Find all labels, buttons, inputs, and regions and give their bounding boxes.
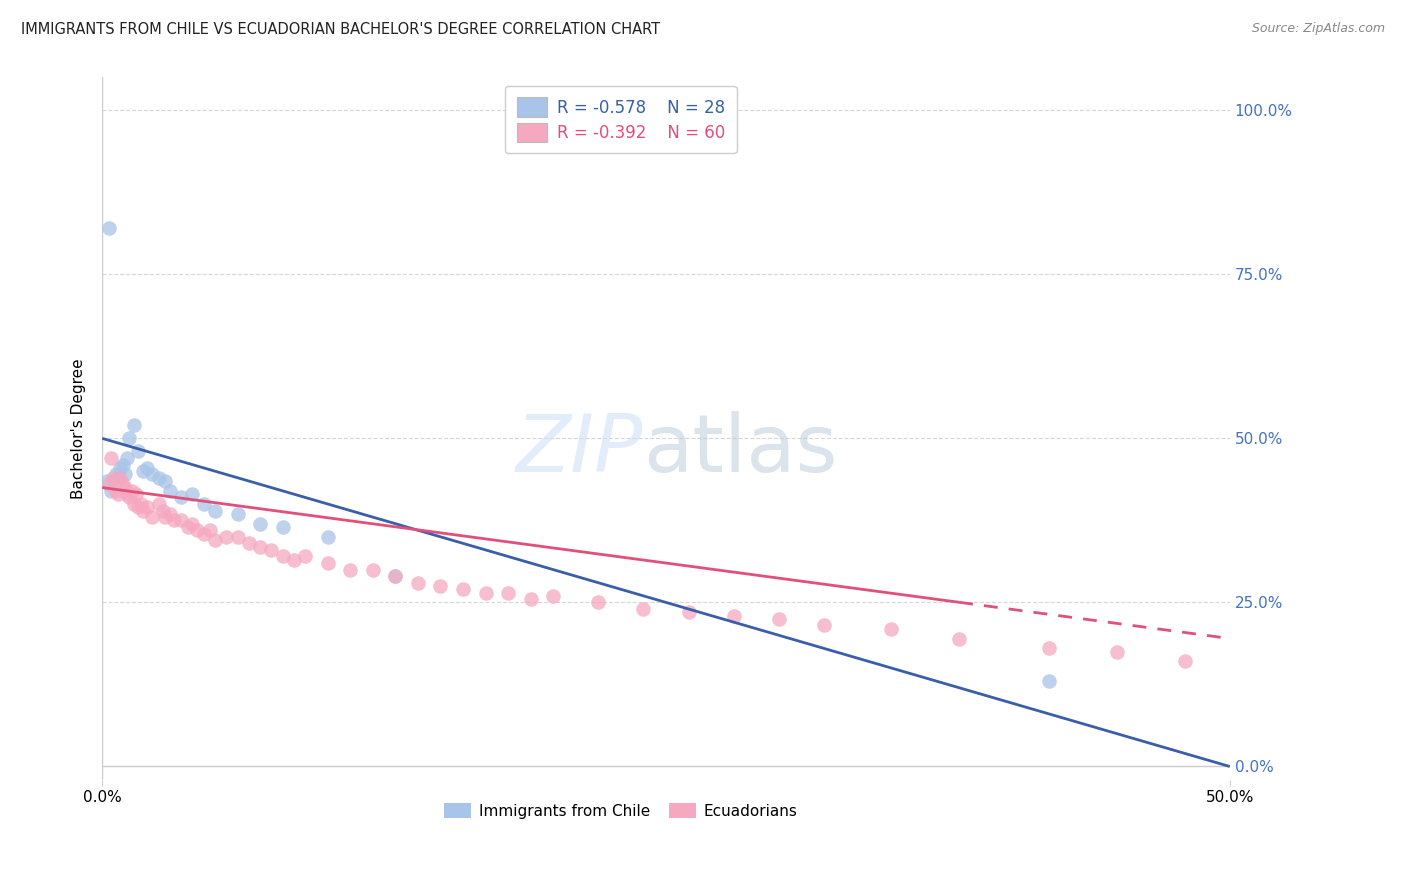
- Point: [111, 458, 134, 472]
- Point: [204, 533, 226, 547]
- Point: [132, 503, 155, 517]
- Point: [159, 483, 181, 498]
- Point: [283, 553, 305, 567]
- Point: [474, 585, 496, 599]
- Point: [271, 549, 294, 564]
- Point: [177, 520, 200, 534]
- Point: [406, 575, 429, 590]
- Point: [181, 487, 204, 501]
- Point: [1038, 674, 1060, 689]
- Point: [118, 431, 141, 445]
- Point: [136, 500, 159, 515]
- Point: [294, 549, 316, 564]
- Text: ZIP: ZIP: [516, 410, 644, 489]
- Point: [813, 618, 835, 632]
- Point: [148, 471, 170, 485]
- Point: [249, 540, 271, 554]
- Point: [723, 608, 745, 623]
- Point: [129, 497, 152, 511]
- Point: [170, 491, 193, 505]
- Point: [215, 530, 238, 544]
- Point: [132, 464, 155, 478]
- Y-axis label: Bachelor's Degree: Bachelor's Degree: [72, 359, 86, 499]
- Point: [122, 418, 145, 433]
- Point: [96, 474, 118, 488]
- Point: [136, 461, 159, 475]
- Point: [125, 487, 148, 501]
- Point: [588, 595, 610, 609]
- Text: atlas: atlas: [644, 410, 838, 489]
- Point: [519, 592, 541, 607]
- Point: [107, 487, 129, 501]
- Point: [110, 461, 132, 475]
- Point: [1105, 645, 1128, 659]
- Point: [100, 451, 122, 466]
- Point: [114, 467, 136, 482]
- Point: [226, 507, 249, 521]
- Point: [148, 497, 170, 511]
- Point: [200, 523, 222, 537]
- Point: [880, 622, 903, 636]
- Point: [429, 579, 451, 593]
- Point: [260, 543, 283, 558]
- Point: [1038, 641, 1060, 656]
- Point: [678, 605, 700, 619]
- Point: [107, 471, 129, 485]
- Point: [193, 497, 215, 511]
- Point: [541, 589, 564, 603]
- Point: [115, 451, 138, 466]
- Point: [155, 510, 177, 524]
- Point: [181, 516, 204, 531]
- Point: [633, 602, 655, 616]
- Text: IMMIGRANTS FROM CHILE VS ECUADORIAN BACHELOR'S DEGREE CORRELATION CHART: IMMIGRANTS FROM CHILE VS ECUADORIAN BACH…: [21, 22, 661, 37]
- Text: Source: ZipAtlas.com: Source: ZipAtlas.com: [1251, 22, 1385, 36]
- Point: [104, 467, 127, 482]
- Point: [361, 563, 384, 577]
- Point: [316, 556, 339, 570]
- Point: [111, 477, 134, 491]
- Point: [226, 530, 249, 544]
- Point: [193, 526, 215, 541]
- Point: [384, 569, 406, 583]
- Point: [204, 503, 226, 517]
- Point: [115, 487, 138, 501]
- Point: [141, 510, 163, 524]
- Point: [114, 481, 136, 495]
- Point: [110, 471, 132, 485]
- Point: [103, 471, 125, 485]
- Point: [384, 569, 406, 583]
- Point: [118, 491, 141, 505]
- Point: [159, 507, 181, 521]
- Point: [121, 483, 143, 498]
- Point: [122, 497, 145, 511]
- Point: [98, 477, 121, 491]
- Point: [155, 474, 177, 488]
- Point: [339, 563, 361, 577]
- Point: [238, 536, 260, 550]
- Point: [496, 585, 519, 599]
- Point: [1174, 655, 1197, 669]
- Point: [170, 513, 193, 527]
- Point: [104, 483, 127, 498]
- Point: [141, 467, 163, 482]
- Point: [271, 520, 294, 534]
- Point: [316, 530, 339, 544]
- Point: [152, 503, 174, 517]
- Point: [98, 221, 121, 235]
- Point: [948, 632, 970, 646]
- Point: [186, 523, 208, 537]
- Legend: Immigrants from Chile, Ecuadorians: Immigrants from Chile, Ecuadorians: [437, 797, 804, 824]
- Point: [163, 513, 186, 527]
- Point: [768, 612, 790, 626]
- Point: [100, 483, 122, 498]
- Point: [249, 516, 271, 531]
- Point: [127, 500, 149, 515]
- Point: [127, 444, 149, 458]
- Point: [451, 582, 474, 597]
